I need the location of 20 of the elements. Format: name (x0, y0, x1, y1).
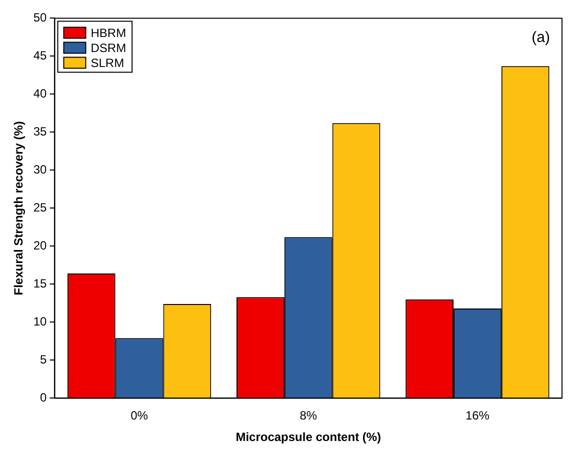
y-tick-label: 35 (33, 124, 48, 139)
y-tick-label: 5 (40, 352, 48, 367)
y-tick-label: 30 (33, 162, 48, 177)
y-tick-label: 25 (33, 200, 48, 215)
x-tick-label: 8% (300, 408, 318, 423)
y-tick-label: 45 (33, 48, 48, 63)
y-tick-label: 40 (33, 86, 48, 101)
x-tick-label: 16% (465, 408, 490, 423)
y-tick-label: 10 (33, 314, 48, 329)
x-tick-label: 0% (130, 408, 148, 423)
legend-label: HBRM (90, 26, 126, 40)
y-tick-label: 20 (33, 238, 48, 253)
y-tick-label: 0 (40, 390, 48, 405)
y-tick-label: 50 (33, 10, 48, 25)
annotation: (a) (532, 28, 550, 46)
y-axis-title: Flexural Strength recovery (%) (12, 121, 26, 296)
x-axis-title: Microcapsule content (%) (236, 430, 382, 444)
y-tick-label: 15 (33, 276, 48, 291)
legend-label: DSRM (90, 41, 126, 56)
legend-label: SLRM (90, 56, 124, 70)
